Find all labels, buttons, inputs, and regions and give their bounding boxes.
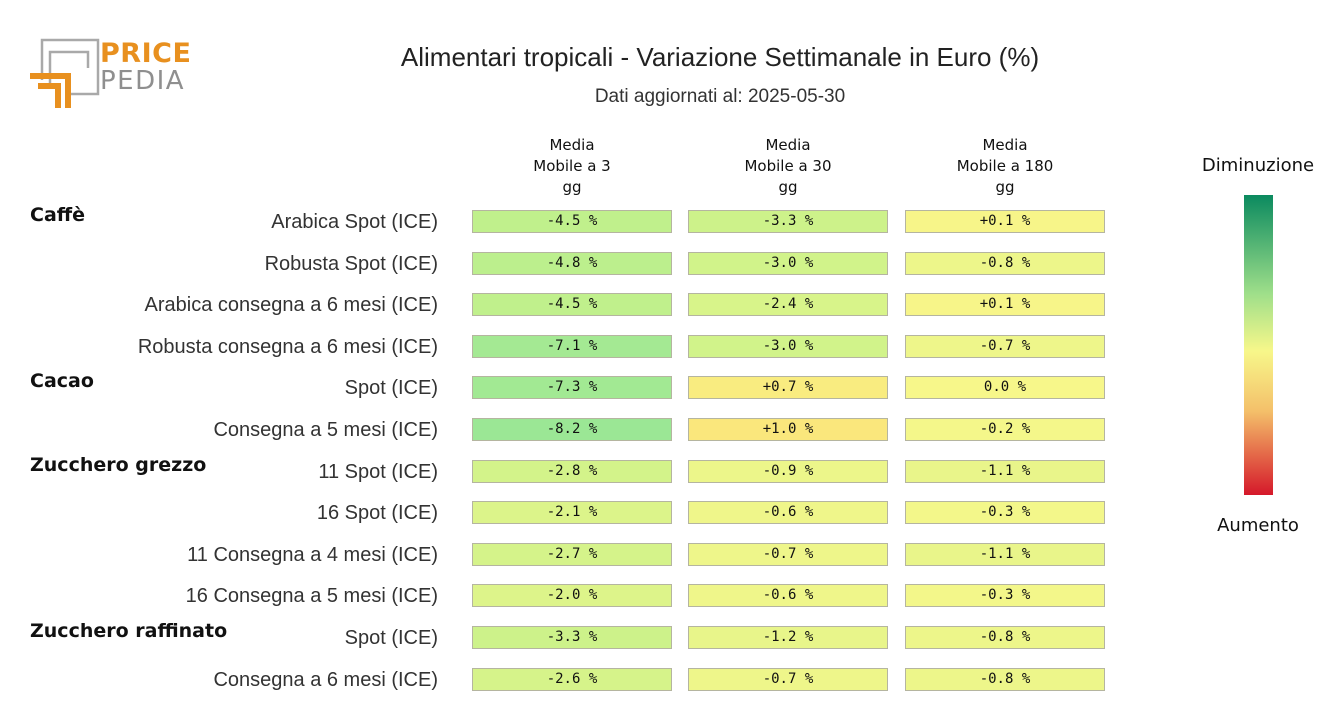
chart-subtitle: Dati aggiornati al: 2025-05-30: [594, 86, 846, 107]
heatmap-cell: -7.1 %: [472, 334, 672, 358]
column-header-line: Media: [982, 136, 1028, 154]
column-header-line: gg: [995, 178, 1015, 196]
logo-text-pedia: PEDIA: [100, 66, 186, 96]
row-label: 11 Spot (ICE): [318, 460, 438, 483]
heatmap-cell: +0.1 %: [905, 210, 1105, 233]
row-label: Arabica Spot (ICE): [271, 211, 438, 233]
group-label: Cacao: [30, 370, 94, 393]
heatmap-cell: -4.8 %: [472, 251, 672, 275]
heatmap-cell: -0.7 %: [688, 542, 888, 566]
row-label: Robusta Spot (ICE): [264, 252, 438, 275]
legend-label-bottom: Aumento: [1217, 515, 1299, 536]
heatmap-cell: -1.2 %: [688, 626, 888, 649]
column-header-line: gg: [778, 178, 798, 196]
heatmap-cell: -0.8 %: [905, 251, 1105, 275]
heatmap-cell: -0.3 %: [905, 584, 1105, 608]
heatmap-cell: -2.6 %: [472, 667, 672, 691]
heatmap-cell: -1.1 %: [905, 542, 1105, 566]
group-label: Caffè: [30, 204, 86, 226]
column-header-line: Mobile a 3: [533, 157, 611, 175]
row-label: Consegna a 6 mesi (ICE): [213, 668, 438, 691]
heatmap-cell: -0.7 %: [688, 667, 888, 691]
group-label: Zucchero raffinato: [30, 620, 228, 642]
heatmap-cell: -2.0 %: [472, 584, 672, 608]
group-label: Zucchero grezzo: [30, 453, 207, 476]
column-header-line: gg: [562, 178, 582, 196]
heatmap-cell: -2.7 %: [472, 542, 672, 566]
legend-label-top: Diminuzione: [1201, 155, 1315, 176]
heatmap-cell: -7.3 %: [472, 376, 672, 400]
heatmap-cell: -0.8 %: [905, 626, 1105, 649]
row-label: Arabica consegna a 6 mesi (ICE): [144, 294, 438, 317]
heatmap-cell: -0.6 %: [688, 501, 888, 525]
row-label: Spot (ICE): [344, 627, 438, 649]
heatmap-cell: +1.0 %: [688, 418, 888, 441]
row-label: Spot (ICE): [344, 377, 438, 400]
row-label: Consegna a 5 mesi (ICE): [213, 419, 438, 441]
heatmap-cell: -0.7 %: [905, 334, 1105, 358]
column-header-line: Media: [765, 136, 811, 154]
legend-color-scale: [1244, 195, 1273, 495]
column-header: Media Mobile a 30 gg: [687, 135, 889, 198]
heatmap-cell: -0.6 %: [688, 584, 888, 608]
heatmap-cell: -0.8 %: [905, 667, 1105, 691]
row-label: 11 Consegna a 4 mesi (ICE): [187, 543, 438, 566]
heatmap-cell: -4.5 %: [472, 210, 672, 233]
heatmap-cell: +0.7 %: [688, 376, 888, 400]
heatmap-cell: -2.1 %: [472, 501, 672, 525]
heatmap-cell: -3.3 %: [472, 626, 672, 649]
heatmap-cell: -3.0 %: [688, 334, 888, 358]
column-header-line: Media: [549, 136, 595, 154]
column-header: Media Mobile a 180 gg: [904, 135, 1106, 198]
heatmap-cell: +0.1 %: [905, 293, 1105, 317]
heatmap-cell: -0.3 %: [905, 501, 1105, 525]
row-label: 16 Spot (ICE): [316, 502, 438, 525]
heatmap-cell: -3.0 %: [688, 251, 888, 275]
column-header-line: Mobile a 180: [956, 157, 1054, 175]
logo-mark-icon: [30, 38, 100, 108]
chart-title: Alimentari tropicali - Variazione Settim…: [400, 42, 1040, 72]
heatmap-cell: -8.2 %: [472, 418, 672, 441]
column-header: Media Mobile a 3 gg: [471, 135, 673, 198]
row-label: 16 Consegna a 5 mesi (ICE): [185, 585, 438, 608]
heatmap-cell: -0.2 %: [905, 418, 1105, 441]
heatmap-cell: -1.1 %: [905, 459, 1105, 483]
pricepedia-logo: PRICE PEDIA: [30, 38, 200, 110]
heatmap-cell: -0.9 %: [688, 459, 888, 483]
heatmap-cell: -2.8 %: [472, 459, 672, 483]
column-header-line: Mobile a 30: [744, 157, 832, 175]
logo-text-price: PRICE: [100, 38, 192, 69]
row-label: Robusta consegna a 6 mesi (ICE): [137, 335, 438, 358]
heatmap-cell: -3.3 %: [688, 210, 888, 233]
heatmap-cell: -2.4 %: [688, 293, 888, 317]
heatmap-cell: -4.5 %: [472, 293, 672, 317]
heatmap-cell: 0.0 %: [905, 376, 1105, 400]
